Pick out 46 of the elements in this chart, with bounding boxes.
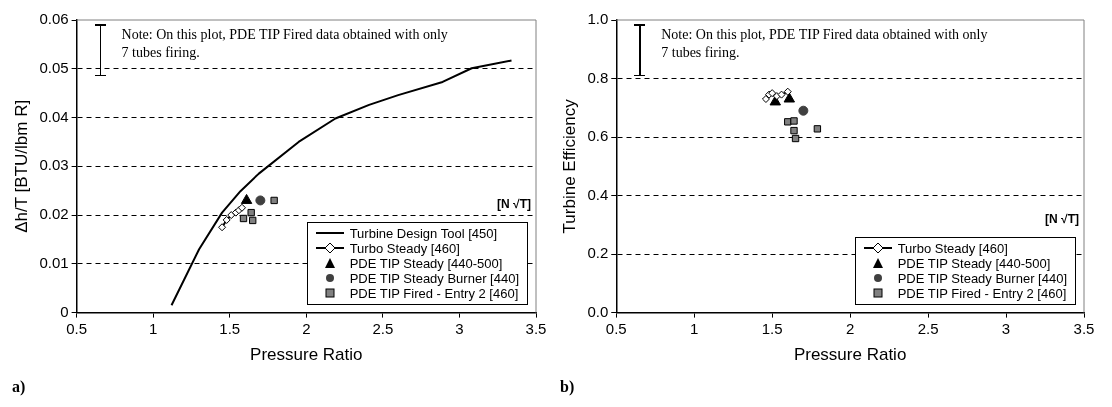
y-tick-label: 0	[60, 302, 69, 320]
legend-label: Turbo Steady [460]	[349, 240, 460, 256]
annotation: Note: On this plot, PDE TIP Fired data obtained with only 7 tubes firing.	[661, 26, 989, 62]
y-tick-label: 0.06	[39, 10, 69, 28]
legend-label: PDE TIP Steady [440-500]	[349, 255, 503, 271]
x-axis-title: Pressure Ratio	[793, 345, 907, 365]
legend-label: Turbo Steady [460]	[897, 240, 1008, 256]
y-tick-label: 0.03	[39, 156, 69, 174]
text: b)	[560, 378, 575, 396]
x-tick-label: 0.5	[605, 319, 627, 337]
y-tick-label: 1.0	[587, 10, 609, 28]
y-tick-label: 0.8	[587, 68, 609, 86]
x-tick-label: 2.5	[917, 319, 939, 337]
text: a)	[12, 378, 26, 396]
x-axis-title: Pressure Ratio	[250, 345, 363, 365]
x-tick-label: 0.5	[66, 319, 88, 337]
annotation: [N √T]	[495, 196, 533, 211]
x-tick-label: 1	[148, 319, 158, 337]
x-tick-label: 3.5	[525, 319, 547, 337]
y-axis-title: Δh/T [BTU/lbm R]	[11, 99, 31, 233]
y-tick-label: 0.04	[39, 107, 69, 125]
y-tick-label: 0.01	[39, 253, 69, 271]
legend-label: Turbine Design Tool [450]	[349, 225, 498, 241]
annotation: Note: On this plot, PDE TIP Fired data obtained with only 7 tubes firing.	[121, 26, 449, 62]
y-tick-label: 0.4	[587, 185, 609, 203]
x-tick-label: 3	[1001, 319, 1011, 337]
annotation: [N √T]	[1043, 211, 1081, 226]
x-tick-label: 2	[302, 319, 311, 337]
legend-label: PDE TIP Steady Burner [440]	[349, 270, 519, 286]
y-tick-label: 0.02	[39, 205, 69, 223]
x-tick-label: 1.5	[761, 319, 783, 337]
y-tick-label: 0.05	[39, 58, 69, 76]
x-tick-label: 2.5	[372, 319, 394, 337]
legend-label: PDE TIP Steady Burner [440]	[897, 270, 1067, 286]
y-tick-label: 0.2	[587, 244, 609, 262]
y-tick-label: 0.0	[587, 302, 609, 320]
legend-label: PDE TIP Fired - Entry 2 [460]	[349, 285, 519, 301]
x-tick-label: 1.5	[219, 319, 241, 337]
legend-label: PDE TIP Steady [440-500]	[897, 255, 1051, 271]
x-tick-label: 2	[845, 319, 855, 337]
x-tick-label: 3	[455, 319, 464, 337]
x-tick-label: 1	[690, 319, 699, 337]
x-tick-label: 3.5	[1073, 319, 1095, 337]
y-axis-title: Turbine Efficiency	[559, 98, 579, 234]
legend-label: PDE TIP Fired - Entry 2 [460]	[897, 285, 1067, 301]
y-tick-label: 0.6	[587, 127, 609, 145]
